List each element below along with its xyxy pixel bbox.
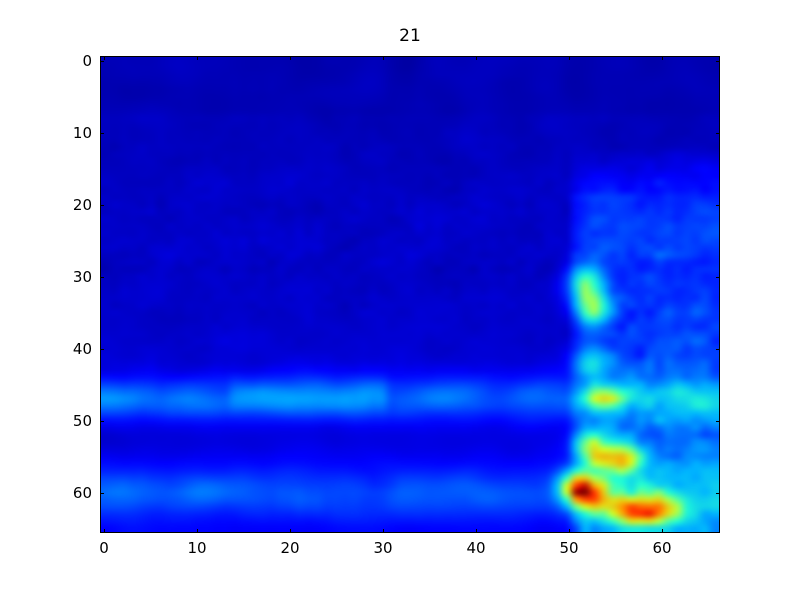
page-title: 21 [399, 26, 421, 46]
y-tick-mark [100, 61, 104, 62]
y-tick-mark [100, 349, 104, 350]
x-tick-mark-top [476, 56, 477, 60]
y-tick-label: 60 [72, 484, 92, 502]
x-tick-label: 0 [99, 539, 109, 557]
x-tick-mark-top [383, 56, 384, 60]
y-tick-mark [100, 205, 104, 206]
x-tick-mark [662, 529, 663, 533]
x-tick-label: 60 [652, 539, 672, 557]
y-tick-label: 0 [82, 52, 92, 70]
x-tick-mark [569, 529, 570, 533]
x-tick-label: 40 [466, 539, 486, 557]
y-tick-label: 20 [72, 196, 92, 214]
x-tick-mark-top [290, 56, 291, 60]
y-tick-mark-right [716, 277, 720, 278]
x-tick-mark [476, 529, 477, 533]
x-tick-mark-top [662, 56, 663, 60]
x-tick-label: 30 [373, 539, 393, 557]
y-tick-mark-right [716, 421, 720, 422]
heatmap-image [101, 57, 719, 532]
x-tick-label: 20 [280, 539, 300, 557]
y-tick-mark-right [716, 61, 720, 62]
x-tick-mark [197, 529, 198, 533]
y-tick-label: 10 [72, 124, 92, 142]
y-tick-label: 30 [72, 268, 92, 286]
x-tick-mark-top [197, 56, 198, 60]
x-tick-mark [383, 529, 384, 533]
x-tick-mark-top [104, 56, 105, 60]
y-tick-mark-right [716, 133, 720, 134]
y-tick-label: 40 [72, 340, 92, 358]
y-tick-mark [100, 421, 104, 422]
y-tick-mark [100, 133, 104, 134]
y-tick-label: 50 [72, 412, 92, 430]
y-tick-mark [100, 493, 104, 494]
x-tick-label: 10 [187, 539, 207, 557]
x-tick-mark-top [569, 56, 570, 60]
y-tick-mark-right [716, 205, 720, 206]
x-tick-mark [104, 529, 105, 533]
x-tick-mark [290, 529, 291, 533]
y-tick-mark [100, 277, 104, 278]
y-tick-mark-right [716, 349, 720, 350]
heatmap-axes [100, 56, 720, 533]
y-tick-mark-right [716, 493, 720, 494]
x-tick-label: 50 [559, 539, 579, 557]
